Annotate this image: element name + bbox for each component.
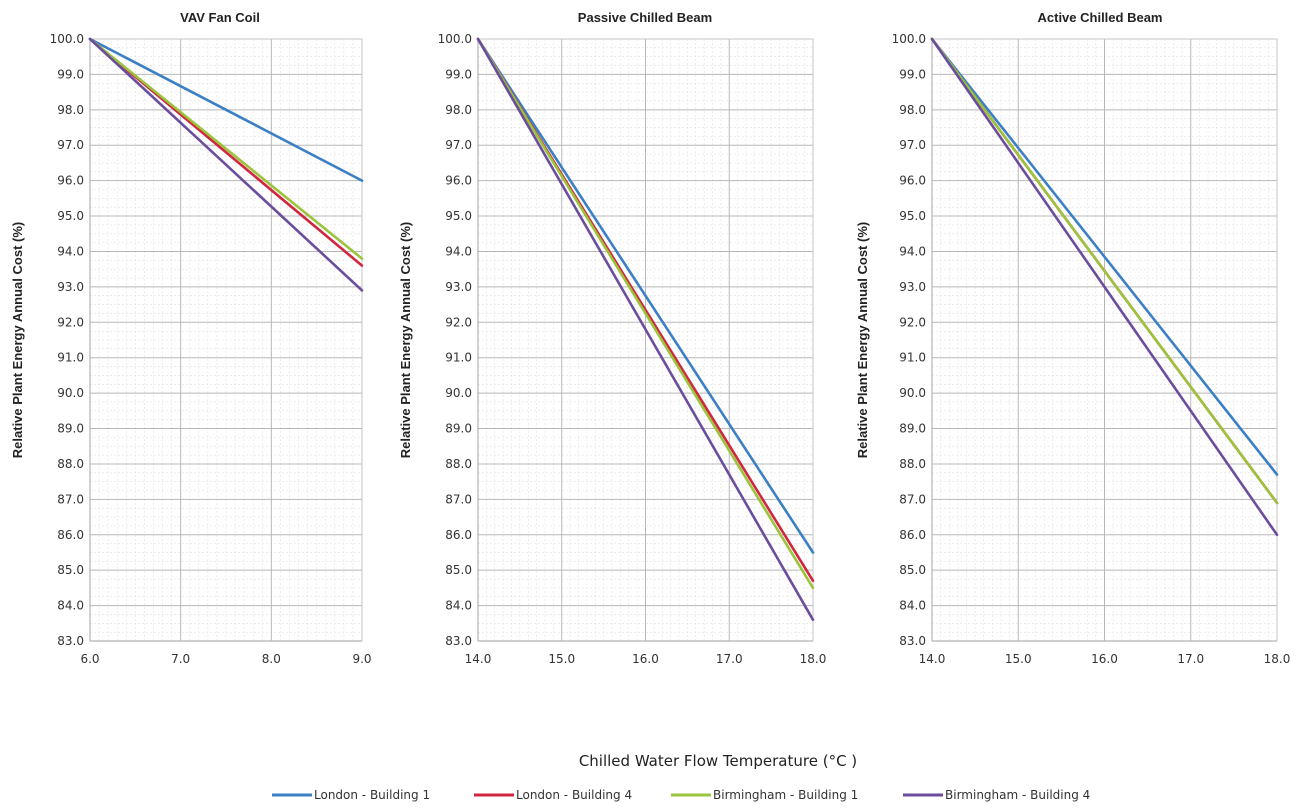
y-tick-label: 85.0 (899, 563, 926, 577)
legend-label-1: London - Building 1 (314, 788, 430, 802)
series-line-1 (930, 37, 1279, 476)
y-tick-label: 88.0 (57, 457, 84, 471)
y-tick-label: 98.0 (445, 103, 472, 117)
y-tick-label: 83.0 (57, 634, 84, 648)
y-tick-label: 97.0 (445, 138, 472, 152)
y-tick-label: 96.0 (57, 174, 84, 188)
chart-panel-1: 83.0 84.0 85.0 86.0 87.0 88.0 89.0 90.0 91.0 92.0… (10, 10, 372, 666)
y-tick-label: 89.0 (445, 422, 472, 436)
y-tick-label: 91.0 (57, 351, 84, 365)
legend-label-4: Birmingham - Building 4 (945, 788, 1090, 802)
series-line-3 (930, 37, 1279, 505)
x-tick-label: 8.0 (262, 652, 281, 666)
series-line-4 (476, 37, 815, 622)
series-line-4 (88, 37, 364, 292)
y-tick-label: 87.0 (57, 492, 84, 506)
y-tick-label: 93.0 (57, 280, 84, 294)
y-tick-label: 98.0 (899, 103, 926, 117)
y-tick-label: 99.0 (445, 67, 472, 81)
y-tick-label: 94.0 (57, 244, 84, 258)
y-tick-label: 98.0 (57, 103, 84, 117)
y-tick-label: 83.0 (445, 634, 472, 648)
y-tick-label: 88.0 (445, 457, 472, 471)
y-tick-label: 100.0 (892, 32, 926, 46)
x-tick-label: 16.0 (1091, 652, 1118, 666)
y-tick-label: 100.0 (50, 32, 84, 46)
plot-border (89, 38, 363, 642)
y-tick-label: 85.0 (445, 563, 472, 577)
y-tick-label: 92.0 (899, 315, 926, 329)
y-axis-label: Relative Plant Energy Annual Cost (%) (398, 222, 413, 458)
y-tick-label: 95.0 (899, 209, 926, 223)
y-tick-label: 95.0 (445, 209, 472, 223)
y-tick-label: 91.0 (899, 351, 926, 365)
y-tick-label: 94.0 (899, 244, 926, 258)
series-line-1 (476, 37, 815, 554)
y-tick-label: 92.0 (57, 315, 84, 329)
x-tick-label: 17.0 (1177, 652, 1204, 666)
y-tick-label: 87.0 (899, 492, 926, 506)
y-tick-label: 92.0 (445, 315, 472, 329)
x-tick-label: 18.0 (800, 652, 827, 666)
y-tick-label: 95.0 (57, 209, 84, 223)
y-tick-label: 86.0 (57, 528, 84, 542)
y-tick-label: 84.0 (899, 599, 926, 613)
y-tick-label: 97.0 (57, 138, 84, 152)
y-axis-label: Relative Plant Energy Annual Cost (%) (10, 222, 25, 458)
y-tick-label: 100.0 (438, 32, 472, 46)
y-tick-label: 88.0 (899, 457, 926, 471)
x-tick-label: 15.0 (548, 652, 575, 666)
y-tick-label: 90.0 (899, 386, 926, 400)
y-tick-label: 90.0 (57, 386, 84, 400)
y-tick-label: 97.0 (899, 138, 926, 152)
y-tick-label: 96.0 (445, 174, 472, 188)
y-tick-label: 96.0 (899, 174, 926, 188)
x-tick-label: 14.0 (919, 652, 946, 666)
y-tick-label: 99.0 (899, 67, 926, 81)
x-tick-label: 15.0 (1005, 652, 1032, 666)
series-line-3 (88, 37, 364, 260)
y-tick-label: 99.0 (57, 67, 84, 81)
y-tick-label: 90.0 (445, 386, 472, 400)
chart-panel-3: 83.0 84.0 85.0 86.0 87.0 88.0 89.0 90.0 91.0 92.0… (855, 10, 1290, 666)
y-tick-label: 84.0 (57, 599, 84, 613)
y-tick-label: 89.0 (57, 422, 84, 436)
y-tick-label: 94.0 (445, 244, 472, 258)
plot-border (477, 38, 814, 642)
x-tick-label: 14.0 (465, 652, 492, 666)
chart-title: Active Chilled Beam (1038, 10, 1163, 25)
y-tick-label: 85.0 (57, 563, 84, 577)
chart-title: VAV Fan Coil (180, 10, 260, 25)
y-tick-label: 93.0 (445, 280, 472, 294)
y-tick-label: 83.0 (899, 634, 926, 648)
y-tick-label: 89.0 (899, 422, 926, 436)
y-tick-label: 84.0 (445, 599, 472, 613)
chart-title: Passive Chilled Beam (578, 10, 712, 25)
legend-label-3: Birmingham - Building 1 (713, 788, 858, 802)
y-axis-label: Relative Plant Energy Annual Cost (%) (855, 222, 870, 458)
plot-border (931, 38, 1278, 642)
chart-panel-2: 83.0 84.0 85.0 86.0 87.0 88.0 89.0 90.0 91.0 92.0… (398, 10, 826, 666)
x-tick-label: 6.0 (80, 652, 99, 666)
x-tick-label: 18.0 (1264, 652, 1291, 666)
y-tick-label: 86.0 (899, 528, 926, 542)
y-tick-label: 91.0 (445, 351, 472, 365)
series-line-4 (930, 37, 1279, 537)
shared-x-axis-label: Chilled Water Flow Temperature (°C ) (579, 752, 857, 770)
x-tick-label: 7.0 (171, 652, 190, 666)
y-tick-label: 93.0 (899, 280, 926, 294)
x-tick-label: 9.0 (352, 652, 371, 666)
x-tick-label: 17.0 (716, 652, 743, 666)
series-line-1 (88, 37, 364, 182)
x-tick-label: 16.0 (632, 652, 659, 666)
y-tick-label: 86.0 (445, 528, 472, 542)
legend-label-2: London - Building 4 (516, 788, 632, 802)
series-line-3 (476, 37, 815, 590)
legend: London - Building 1 London - Building 4 Bi… (272, 788, 1090, 802)
y-tick-label: 87.0 (445, 492, 472, 506)
